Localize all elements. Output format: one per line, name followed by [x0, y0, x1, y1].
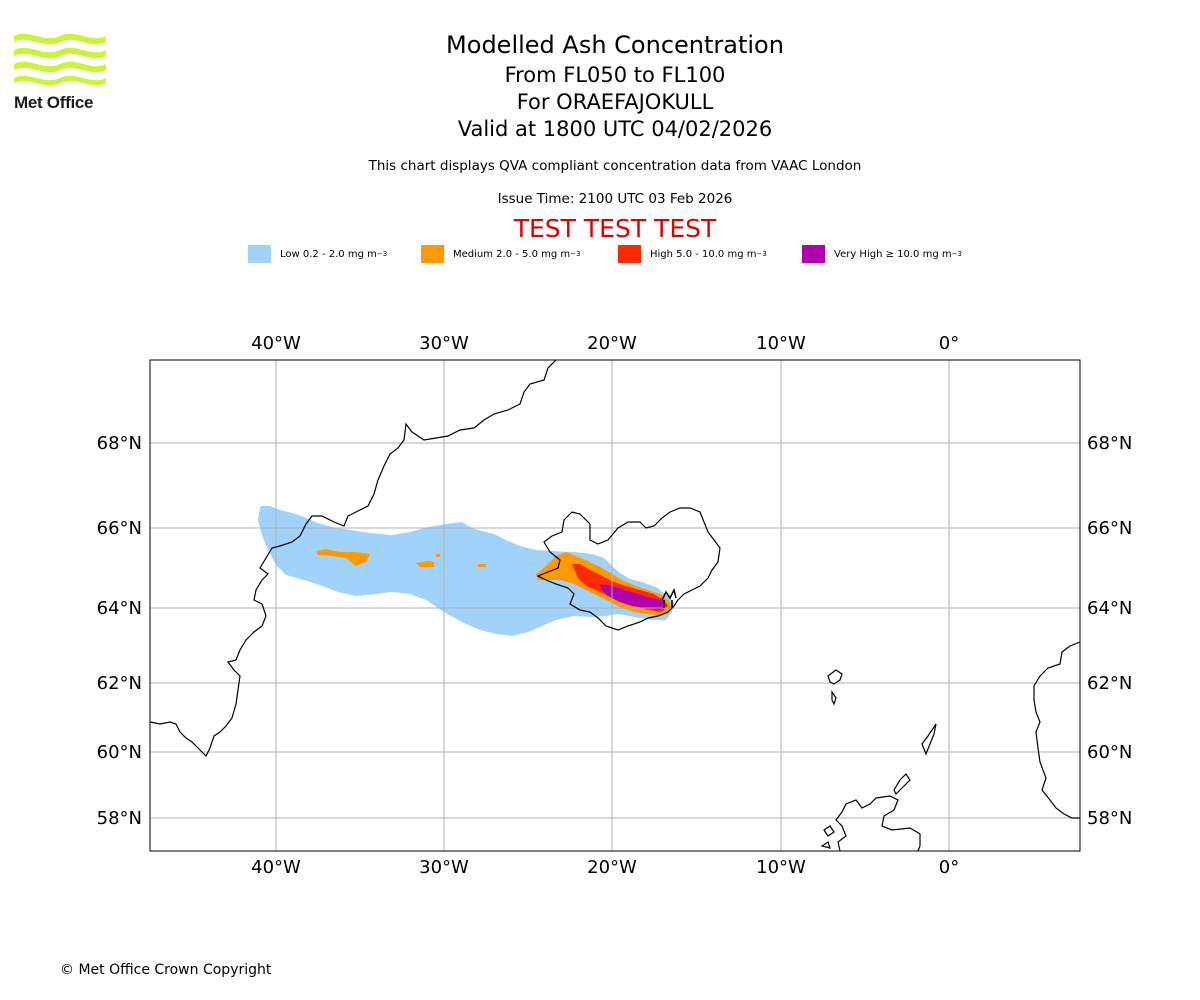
chart-title: Modelled Ash Concentration: [446, 31, 784, 59]
legend-item-high: High 5.0 - 10.0 mg m −3: [618, 244, 767, 264]
legend-item-very-high: Very High ≥ 10.0 mg m −3: [802, 244, 962, 264]
coastline-faroes: [827, 669, 843, 706]
coastline-iceland: [536, 507, 721, 631]
lat-tick-right: 66°N: [1087, 518, 1132, 539]
lon-tick-top: 20°W: [587, 333, 637, 354]
copyright: © Met Office Crown Copyright: [60, 962, 272, 978]
lat-tick-right: 58°N: [1087, 808, 1132, 829]
lon-tick-bottom: 10°W: [756, 857, 806, 878]
legend-item-low: Low 0.2 - 2.0 mg m −3: [248, 244, 387, 264]
lat-tick-left: 60°N: [97, 742, 142, 763]
lon-tick-bottom: 30°W: [419, 857, 469, 878]
lon-tick-top: 30°W: [419, 333, 469, 354]
legend-swatch-low: [248, 245, 271, 263]
met-office-wave-icon: [14, 33, 106, 86]
legend-exp-very-high: −3: [951, 250, 962, 258]
lat-tick-left: 64°N: [97, 598, 142, 619]
valid-time: Valid at 1800 UTC 04/02/2026: [457, 117, 773, 141]
lat-tick-left: 68°N: [97, 433, 142, 454]
test-banner: TEST TEST TEST: [513, 214, 717, 243]
legend-swatch-high: [618, 245, 641, 263]
lon-tick-top: 40°W: [251, 333, 301, 354]
ash-medium-patch: [478, 564, 486, 567]
lat-tick-left: 58°N: [97, 808, 142, 829]
coastline-norway: [1033, 641, 1080, 819]
map-frame: [149, 359, 1081, 852]
legend-exp-low: −3: [376, 250, 388, 258]
legend-swatch-medium: [421, 245, 444, 263]
legend-label-low: Low 0.2 - 2.0 mg m: [280, 248, 377, 260]
ash-medium-patch: [436, 554, 440, 557]
lat-tick-right: 64°N: [1087, 598, 1132, 619]
volcano-icon: [661, 587, 677, 608]
logo-text: Met Office: [14, 93, 94, 112]
issue-time: Issue Time: 2100 UTC 03 Feb 2026: [497, 191, 733, 207]
lat-tick-right: 68°N: [1087, 433, 1132, 454]
flight-levels: From FL050 to FL100: [504, 63, 726, 87]
met-office-logo: Met Office: [14, 30, 114, 112]
coastline-shetland: [921, 723, 937, 756]
volcano-name: For ORAEFAJOKULL: [516, 90, 714, 114]
legend-item-medium: Medium 2.0 - 5.0 mg m −3: [421, 244, 580, 264]
legend-exp-medium: −3: [570, 250, 581, 258]
ash-very-high-region: [600, 584, 666, 610]
coastline-orkney: [893, 773, 911, 796]
lat-tick-left: 62°N: [97, 673, 142, 694]
legend-label-medium: Medium 2.0 - 5.0 mg m: [453, 248, 571, 260]
lon-tick-bottom: 40°W: [251, 857, 301, 878]
qva-note: This chart displays QVA compliant concen…: [368, 158, 862, 174]
legend-swatch-very-high: [802, 245, 825, 263]
lat-tick-right: 62°N: [1087, 673, 1132, 694]
lon-tick-bottom: 20°W: [587, 857, 637, 878]
legend-label-high: High 5.0 - 10.0 mg m: [650, 248, 757, 260]
lat-tick-left: 66°N: [97, 518, 142, 539]
ash-medium-patch: [416, 561, 434, 567]
lon-tick-top: 0°: [939, 333, 959, 354]
lon-tick-bottom: 0°: [939, 857, 959, 878]
coastline-greenland: [150, 360, 557, 758]
lat-tick-right: 60°N: [1087, 742, 1132, 763]
legend-exp-high: −3: [756, 250, 767, 258]
legend-label-very-high: Very High ≥ 10.0 mg m: [834, 248, 952, 260]
lon-tick-top: 10°W: [756, 333, 806, 354]
ash-medium-patch: [316, 549, 370, 566]
coastline-scotland: [835, 795, 921, 851]
